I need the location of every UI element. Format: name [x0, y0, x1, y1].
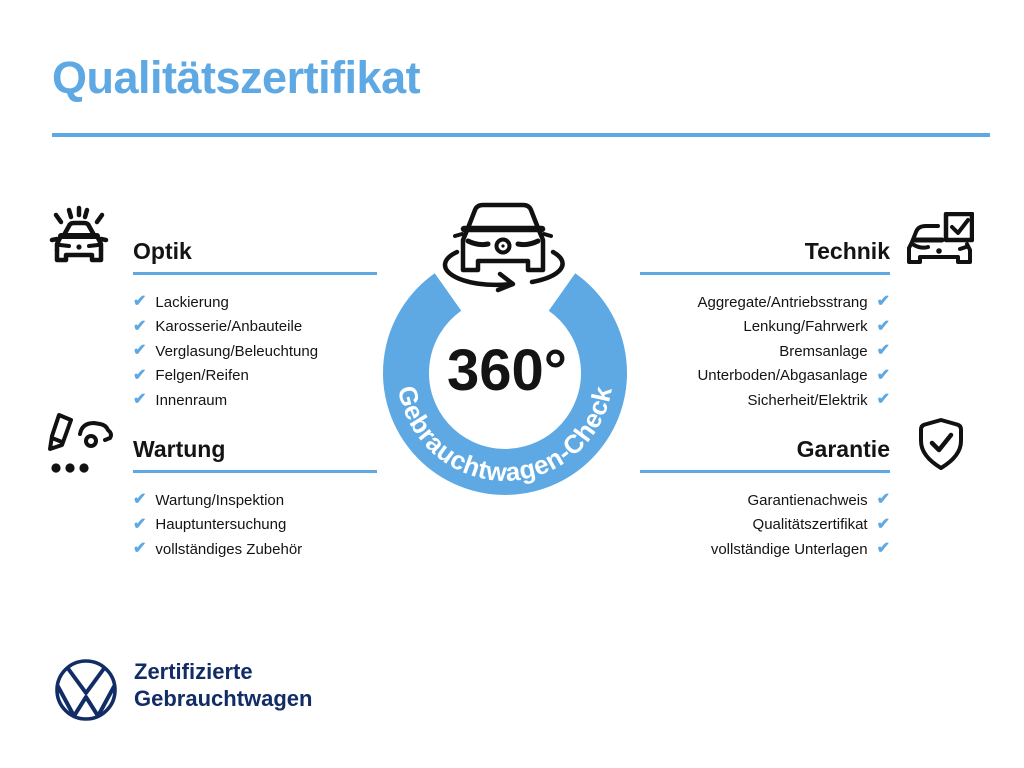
check-icon: ✔ — [876, 540, 890, 558]
ring-arc — [383, 273, 627, 495]
check-item: ✔ Bremsanlage — [640, 339, 890, 364]
sparkling-car-icon — [49, 205, 109, 263]
section-wartung: Wartung ✔ Wartung/Inspektion ✔ Hauptuntersu… — [133, 436, 377, 562]
car-360-view-icon — [453, 202, 553, 273]
check-item-label: Lenkung/Fahrwerk — [743, 318, 868, 336]
section-optik: Optik ✔ Lackierung ✔ Karosserie/Anbauteile ✔… — [133, 238, 377, 413]
checklist-garantie: ✔ Garantienachweis ✔ Qualitätszertifikat ✔ vo… — [640, 488, 890, 562]
vw-logo — [55, 659, 117, 721]
check-icon: ✔ — [133, 366, 147, 384]
check-icon: ✔ — [876, 317, 890, 335]
shield-check-icon — [919, 418, 963, 470]
check-icon: ✔ — [876, 391, 890, 409]
section-divider — [640, 272, 890, 275]
check-item-label: Unterboden/Abgasanlage — [697, 367, 868, 385]
check-icon: ✔ — [133, 317, 147, 335]
check-item: ✔ Qualitätszertifikat — [640, 513, 890, 538]
check-item: ✔ Karosserie/Anbauteile — [133, 315, 377, 340]
section-garantie: Garantie ✔ Garantienachweis ✔ Qualitätszert… — [640, 436, 890, 562]
section-title-technik: Technik — [804, 238, 890, 264]
page-title: Qualitätszertifikat — [52, 52, 421, 103]
brand-line1: Zertifizierte — [134, 659, 253, 684]
check-icon: ✔ — [133, 515, 147, 533]
check-item: ✔ Wartung/Inspektion — [133, 488, 377, 513]
check-item-label: Qualitätszertifikat — [752, 516, 868, 534]
check-item: ✔ Innenraum — [133, 388, 377, 413]
check-icon: ✔ — [876, 293, 890, 311]
checklist-technik: ✔ Aggregate/Antriebsstrang ✔ Lenkung/Fahrwe… — [640, 290, 890, 413]
section-title-optik: Optik — [133, 238, 192, 264]
check-item: ✔ Unterboden/Abgasanlage — [640, 364, 890, 389]
check-item-label: Innenraum — [155, 391, 228, 409]
check-icon: ✔ — [876, 342, 890, 360]
check-item: ✔ vollständige Unterlagen — [640, 537, 890, 562]
degree-label: 360° — [447, 338, 567, 403]
check-item: ✔ Garantienachweis — [640, 488, 890, 513]
check-icon: ✔ — [876, 515, 890, 533]
section-title-wartung: Wartung — [133, 436, 226, 462]
check-item: ✔ Hauptuntersuchung — [133, 513, 377, 538]
check-item: ✔ Lenkung/Fahrwerk — [640, 315, 890, 340]
check-item-label: Verglasung/Beleuchtung — [155, 342, 319, 360]
check-icon: ✔ — [133, 540, 147, 558]
check-item: ✔ Sicherheit/Elektrik — [640, 388, 890, 413]
section-technik: Technik ✔ Aggregate/Antriebsstrang ✔ Lenkun… — [640, 238, 890, 413]
check-item-label: Karosserie/Anbauteile — [155, 318, 303, 336]
check-item-label: vollständige Unterlagen — [710, 540, 868, 558]
checklist-optik: ✔ Lackierung ✔ Karosserie/Anbauteile ✔ Vergla… — [133, 290, 377, 413]
check-item: ✔ Verglasung/Beleuchtung — [133, 339, 377, 364]
title-divider — [52, 133, 990, 137]
section-divider — [133, 272, 377, 275]
check-item-label: Sicherheit/Elektrik — [747, 391, 868, 409]
check-item: ✔ Lackierung — [133, 290, 377, 315]
check-item-label: Lackierung — [155, 293, 229, 311]
section-title-garantie: Garantie — [796, 436, 890, 462]
check-item: ✔ vollständiges Zubehör — [133, 537, 377, 562]
check-icon: ✔ — [876, 491, 890, 509]
check-item: ✔ Aggregate/Antriebsstrang — [640, 290, 890, 315]
brand-text: Zertifizierte Gebrauchtwagen — [134, 658, 312, 712]
check-item-label: Bremsanlage — [779, 342, 868, 360]
check-item-label: Wartung/Inspektion — [155, 491, 285, 509]
check-icon: ✔ — [133, 491, 147, 509]
car-checklist-icon — [907, 212, 974, 264]
check-icon: ✔ — [133, 342, 147, 360]
brand-line2: Gebrauchtwagen — [134, 686, 313, 711]
checklist-wartung: ✔ Wartung/Inspektion ✔ Hauptuntersuchung ✔ vo… — [133, 488, 377, 562]
check-item-label: Aggregate/Antriebsstrang — [697, 293, 868, 311]
section-divider — [640, 470, 890, 473]
check-icon: ✔ — [133, 293, 147, 311]
rotation-arrow-icon — [442, 249, 565, 293]
check-item-label: vollständiges Zubehör — [155, 540, 303, 558]
check-item: ✔ Felgen/Reifen — [133, 364, 377, 389]
check-item-label: Garantienachweis — [747, 491, 868, 509]
check-item-label: Hauptuntersuchung — [155, 516, 287, 534]
check-icon: ✔ — [876, 366, 890, 384]
service-inspection-icon — [48, 413, 113, 473]
check-item-label: Felgen/Reifen — [155, 367, 249, 385]
check-icon: ✔ — [133, 391, 147, 409]
360-check-ring: 360° Gebrauchtwagen-Check — [383, 202, 627, 495]
section-divider — [133, 470, 377, 473]
